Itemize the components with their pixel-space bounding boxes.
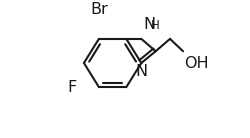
- Text: N: N: [143, 17, 155, 32]
- Text: Br: Br: [90, 2, 108, 17]
- Text: OH: OH: [184, 56, 209, 71]
- Text: N: N: [135, 64, 147, 79]
- Text: F: F: [68, 80, 77, 95]
- Text: H: H: [151, 19, 160, 32]
